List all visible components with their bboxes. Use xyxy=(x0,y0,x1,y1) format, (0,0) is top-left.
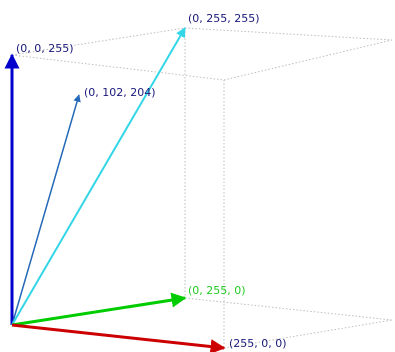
edge-top-front-right xyxy=(223,39,393,81)
mid-vector-label: (0, 102, 204) xyxy=(84,86,156,99)
edge-bottom-front xyxy=(223,319,393,349)
cyan-vector xyxy=(11,27,186,326)
red-axis-vector xyxy=(11,323,226,352)
edge-top-right xyxy=(184,27,393,41)
edge-top-front xyxy=(11,54,225,81)
green-axis-label: (0, 255, 0) xyxy=(188,284,246,297)
edge-top-back xyxy=(11,27,186,56)
cube-edges xyxy=(11,27,393,349)
edge-bottom-back xyxy=(184,297,393,321)
green-axis-vector xyxy=(11,292,187,327)
mid-vector xyxy=(11,94,81,326)
red-axis-label: (255, 0, 0) xyxy=(229,337,287,350)
blue-axis-label: (0, 0, 255) xyxy=(16,42,74,55)
cyan-vector-label: (0, 255, 255) xyxy=(188,12,260,25)
